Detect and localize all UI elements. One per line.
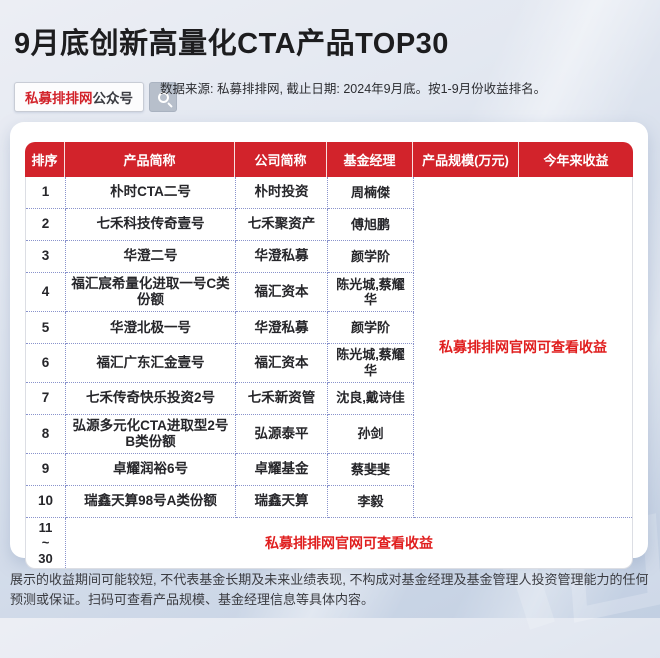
rank-cell: 7 (26, 382, 66, 415)
rank-cell: 1 (26, 177, 66, 209)
rank-cell: 6 (26, 344, 66, 383)
ranking-card: 排序 产品简称 公司简称 基金经理 产品规模(万元) 今年来收益 私募排排网官网… (10, 122, 648, 569)
rank-range-tilde: ~ (41, 535, 50, 551)
manager-cell: 傅旭鹏 (328, 209, 414, 241)
company-cell: 瑞鑫天算 (236, 485, 328, 518)
company-cell: 弘源泰平 (236, 414, 328, 454)
brand-badge: 私募排排网 公众号 (14, 82, 144, 112)
product-cell: 华澄二号 (66, 241, 236, 273)
company-cell: 朴时投资 (236, 177, 328, 209)
rank-cell: 5 (26, 312, 66, 345)
brand-name: 私募排排网 (25, 91, 93, 106)
product-cell: 卓耀润裕6号 (66, 453, 236, 486)
company-cell: 七禾新资管 (236, 382, 328, 415)
manager-cell: 孙剑 (328, 414, 414, 454)
table-header-row: 排序 产品简称 公司简称 基金经理 产品规模(万元) 今年来收益 (25, 142, 633, 177)
rank-cell: 4 (26, 273, 66, 313)
column-header-product: 产品简称 (65, 142, 235, 177)
rank-cell: 3 (26, 241, 66, 273)
rank-range-end: 30 (38, 550, 53, 566)
product-cell: 朴时CTA二号 (66, 177, 236, 209)
manager-cell: 颜学阶 (328, 241, 414, 273)
company-cell: 七禾聚资产 (236, 209, 328, 241)
rank-cell: 2 (26, 209, 66, 241)
product-cell: 福汇宸希量化进取一号C类份额 (66, 273, 236, 313)
search-button[interactable] (149, 82, 177, 112)
product-cell: 弘源多元化CTA进取型2号B类份额 (66, 414, 236, 454)
manager-cell: 蔡斐斐 (328, 453, 414, 486)
column-header-manager: 基金经理 (327, 142, 413, 177)
manager-cell: 陈光城,蔡耀华 (328, 344, 414, 383)
brand-suffix: 公众号 (92, 91, 134, 106)
table-body: 私募排排网官网可查看收益 1 朴时CTA二号 朴时投资 周楠傑 2 七禾科技传奇… (25, 177, 633, 569)
rank-cell: 10 (26, 485, 66, 518)
manager-cell: 颜学阶 (328, 312, 414, 345)
rank-cell: 9 (26, 453, 66, 486)
column-header-rank: 排序 (25, 142, 65, 177)
product-cell: 瑞鑫天算98号A类份额 (66, 485, 236, 518)
column-header-company: 公司简称 (235, 142, 327, 177)
manager-cell: 周楠傑 (328, 177, 414, 209)
search-icon (157, 91, 169, 103)
merged-returns-note: 私募排排网官网可查看收益 (414, 177, 632, 518)
company-cell: 华澄私募 (236, 312, 328, 345)
manager-cell: 陈光城,蔡耀华 (328, 273, 414, 313)
brand-badge-row: 私募排排网 公众号 (14, 82, 177, 112)
company-cell: 华澄私募 (236, 241, 328, 273)
rank-cell: 8 (26, 414, 66, 454)
company-cell: 福汇资本 (236, 344, 328, 383)
rank-range-cell: 11 ~ 30 (26, 517, 66, 568)
page-title: 9月底创新高量化CTA产品TOP30 (14, 28, 449, 60)
company-cell: 福汇资本 (236, 273, 328, 313)
product-cell: 七禾科技传奇壹号 (66, 209, 236, 241)
manager-cell: 李毅 (328, 485, 414, 518)
rank-range-start: 11 (38, 519, 53, 535)
disclaimer-text: 展示的收益期间可能较短, 不代表基金长期及未来业绩表现, 不构成对基金经理及基金… (10, 572, 649, 608)
product-cell: 华澄北极一号 (66, 312, 236, 345)
product-cell: 七禾传奇快乐投资2号 (66, 382, 236, 415)
manager-cell: 沈良,戴诗佳 (328, 382, 414, 415)
company-cell: 卓耀基金 (236, 453, 328, 486)
product-cell: 福汇广东汇金壹号 (66, 344, 236, 383)
tail-returns-note: 私募排排网官网可查看收益 (265, 534, 433, 551)
column-header-return: 今年来收益 (543, 153, 609, 168)
data-source-note: 数据来源: 私募排排网, 截止日期: 2024年9月底。按1-9月份收益排名。 (160, 82, 547, 96)
ranking-table: 排序 产品简称 公司简称 基金经理 产品规模(万元) 今年来收益 私募排排网官网… (25, 142, 633, 569)
column-header-scale: 产品规模(万元) (413, 142, 519, 177)
